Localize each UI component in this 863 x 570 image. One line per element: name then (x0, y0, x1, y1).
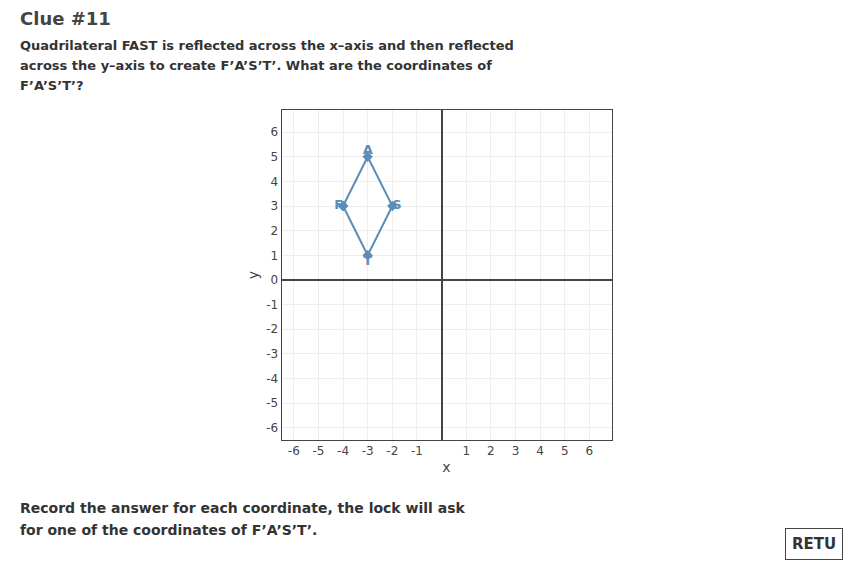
svg-text:-4: -4 (266, 372, 278, 386)
svg-text:-3: -3 (266, 347, 278, 361)
svg-text:F: F (334, 197, 343, 212)
svg-text:T: T (363, 253, 372, 268)
svg-text:-1: -1 (266, 298, 278, 312)
svg-text:Quadrilateral FAST is reflecte: Quadrilateral FAST is reflected across t… (20, 38, 514, 53)
svg-text:-2: -2 (266, 322, 278, 336)
svg-text:S: S (392, 197, 401, 212)
svg-text:3: 3 (512, 444, 520, 458)
svg-text:RETU: RETU (792, 535, 836, 553)
svg-text:A: A (363, 142, 373, 157)
svg-text:0: 0 (270, 273, 278, 287)
svg-text:1: 1 (462, 444, 470, 458)
svg-text:Record the answer for each coo: Record the answer for each coordinate, t… (20, 500, 466, 516)
svg-text:-3: -3 (362, 444, 374, 458)
svg-text:for one of the coordinates of: for one of the coordinates of F’A’S’T’. (20, 522, 317, 538)
svg-text:-6: -6 (266, 421, 278, 435)
svg-text:5: 5 (561, 444, 569, 458)
svg-text:4: 4 (536, 444, 544, 458)
svg-text:across the y–axis to create F’: across the y–axis to create F’A’S’T’. Wh… (20, 58, 492, 73)
svg-text:3: 3 (270, 199, 278, 213)
svg-text:-2: -2 (386, 444, 398, 458)
svg-text:-5: -5 (312, 444, 324, 458)
svg-text:4: 4 (270, 175, 278, 189)
svg-text:-1: -1 (411, 444, 423, 458)
svg-text:-4: -4 (337, 444, 349, 458)
svg-text:2: 2 (487, 444, 495, 458)
svg-text:1: 1 (270, 249, 278, 263)
svg-text:5: 5 (270, 150, 278, 164)
svg-text:6: 6 (586, 444, 594, 458)
svg-text:y: y (245, 271, 261, 279)
svg-text:6: 6 (270, 125, 278, 139)
svg-text:2: 2 (270, 224, 278, 238)
svg-text:x: x (442, 459, 450, 475)
svg-text:Clue #11: Clue #11 (20, 8, 111, 29)
svg-text:-5: -5 (266, 396, 278, 410)
svg-text:F’A’S’T’?: F’A’S’T’? (20, 78, 84, 93)
svg-text:-6: -6 (288, 444, 300, 458)
